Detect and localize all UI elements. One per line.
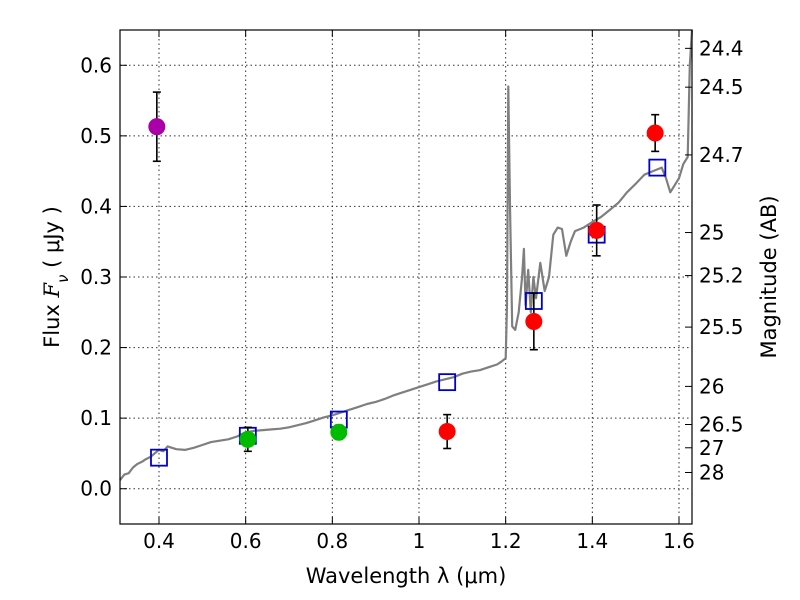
y2-tick-label-8: 27	[699, 436, 724, 460]
x-tick-label-5: 1.4	[576, 529, 608, 553]
x-tick-label-6: 1.6	[663, 529, 695, 553]
spectrum-line	[119, 29, 694, 481]
y2-tick-label-9: 28	[699, 460, 724, 484]
y-axis-label-subscript: ν	[54, 275, 72, 283]
y2-tick-label-5: 25.5	[699, 315, 744, 339]
y-tick-label-6: 0.6	[80, 53, 112, 77]
model-square-0	[150, 448, 168, 467]
y-tick-label-2: 0.2	[80, 336, 112, 360]
observed_red-point-1	[525, 312, 543, 330]
model-square-6	[648, 158, 667, 177]
x-tick-label-2: 0.8	[316, 529, 348, 553]
y-axis-label-suffix: ( μJy )	[40, 206, 64, 274]
y-axis-label: Flux Fν ( μJy )	[40, 206, 72, 348]
observed_green-point-1	[330, 423, 348, 441]
y2-tick-label-6: 26	[699, 374, 724, 398]
y-tick-label-1: 0.1	[80, 406, 112, 430]
y-tick-label-3: 0.3	[80, 265, 112, 289]
y2-axis-label: Magnitude (AB)	[757, 195, 781, 358]
y-axis-label-prefix: Flux	[40, 298, 64, 348]
observed_red-point-2	[588, 221, 606, 239]
y2-tick-label-3: 25	[699, 221, 724, 245]
x-tick-label-0: 0.4	[143, 529, 175, 553]
y2-tick-label-0: 24.4	[699, 36, 744, 60]
observed_green-point-0	[239, 430, 257, 448]
y2-tick-label-4: 25.2	[699, 264, 744, 288]
y-axis-label-symbol: F	[40, 282, 64, 299]
grid-lines	[120, 30, 692, 524]
y-tick-label-5: 0.5	[80, 124, 112, 148]
x-axis-label: Wavelength λ (μm)	[306, 564, 507, 588]
y2-tick-label-7: 26.5	[699, 412, 744, 436]
y2-tick-label-1: 24.5	[699, 75, 744, 99]
x-tick-label-4: 1.2	[490, 529, 522, 553]
y-tick-label-0: 0.0	[80, 477, 112, 501]
observed_red-point-3	[646, 124, 664, 142]
y-tick-label-4: 0.4	[80, 194, 112, 218]
y2-tick-label-2: 24.7	[699, 143, 744, 167]
model-spectrum	[119, 29, 694, 481]
x-tick-label-3: 1	[413, 529, 426, 553]
x-tick-label-1: 0.6	[230, 529, 262, 553]
axis-ticks: 0.4 0.6 0.8 1 1.2 1.4 1.6 0.0 0.1 0.2 0.3 0.4 0.5 0.6…	[80, 30, 744, 553]
data-points	[148, 91, 667, 467]
observed_magenta-point-0	[148, 118, 166, 136]
observed_red-point-0	[438, 423, 456, 441]
model-square-3	[438, 373, 457, 392]
